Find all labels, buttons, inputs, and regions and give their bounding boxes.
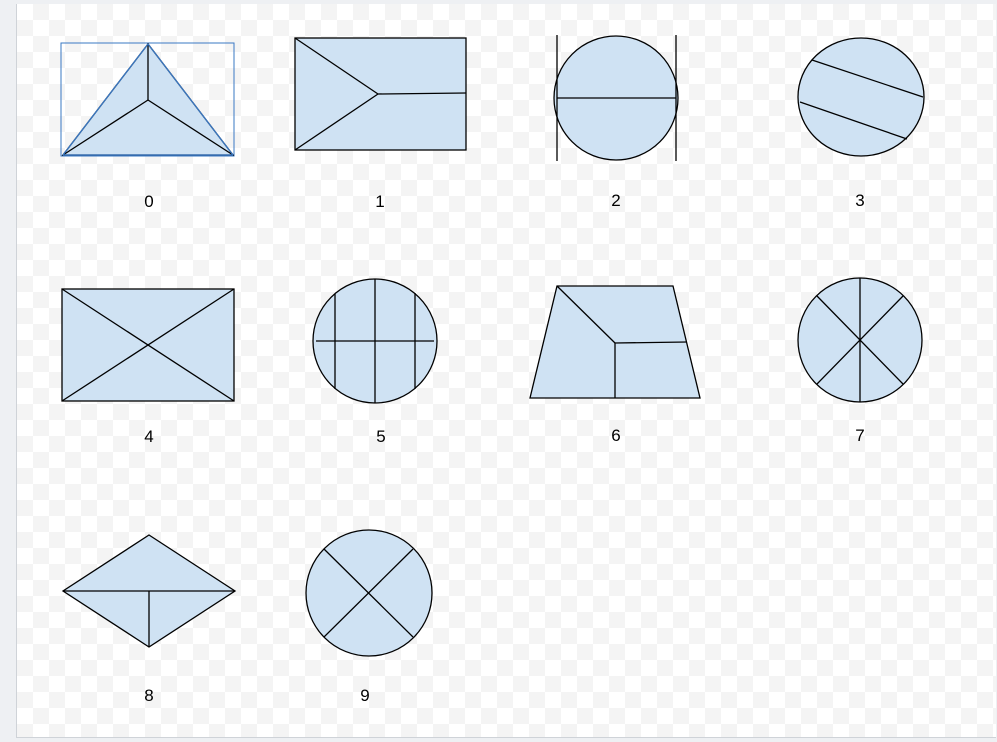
shape-label: 2: [611, 191, 620, 210]
selection-box: [60, 42, 235, 157]
shape-2[interactable]: 2: [553, 35, 679, 210]
shape-label: 8: [144, 686, 153, 705]
shape-3[interactable]: 3: [797, 37, 925, 210]
shape-label: 1: [375, 192, 384, 211]
shape-label: 0: [144, 192, 153, 211]
shape-1[interactable]: 1: [294, 37, 467, 211]
shape-7[interactable]: 7: [797, 277, 923, 445]
shape-label: 7: [855, 426, 864, 445]
shape-label: 4: [144, 427, 153, 446]
shape-label: 5: [376, 427, 385, 446]
shape-9[interactable]: 9: [305, 529, 433, 705]
shape-5[interactable]: 5: [312, 278, 438, 446]
shape-8[interactable]: 8: [61, 534, 237, 705]
shape-0[interactable]: 0: [60, 42, 235, 211]
shape-6[interactable]: 6: [529, 285, 701, 445]
shape-label: 3: [855, 191, 864, 210]
shape-4[interactable]: 4: [61, 288, 235, 446]
shape-label: 6: [611, 426, 620, 445]
shape-label: 9: [360, 686, 369, 705]
